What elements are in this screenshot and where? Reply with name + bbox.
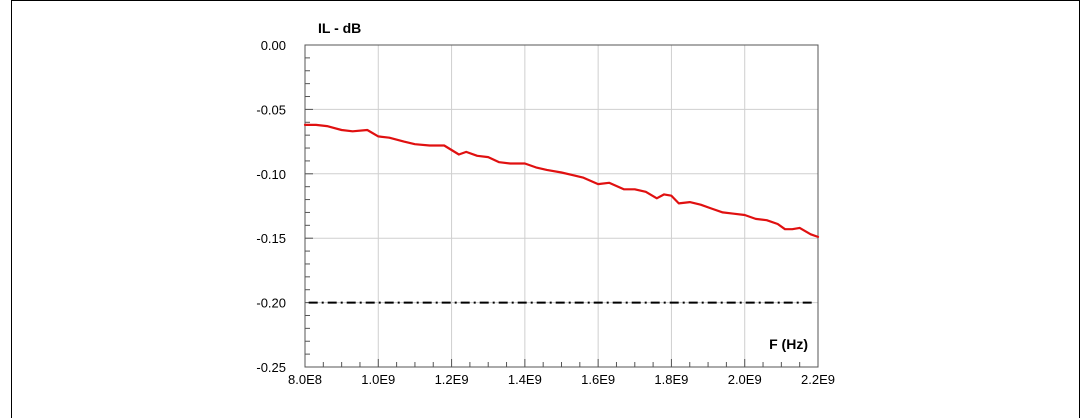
plot-area bbox=[304, 44, 819, 368]
x-tick-label: 1.8E9 bbox=[654, 372, 688, 387]
y-tick-label: -0.10 bbox=[256, 167, 286, 182]
y-tick-label: -0.05 bbox=[256, 102, 286, 117]
grid-lines bbox=[304, 44, 819, 368]
y-axis-title: IL - dB bbox=[318, 20, 361, 36]
y-tick-labels: 0.00 -0.05 -0.10 -0.15 -0.20 -0.25 bbox=[256, 38, 286, 375]
y-tick-label: 0.00 bbox=[261, 38, 286, 53]
x-tick-label: 1.2E9 bbox=[435, 372, 469, 387]
minor-ticks bbox=[304, 44, 819, 368]
x-tick-label: 1.4E9 bbox=[508, 372, 542, 387]
x-tick-labels: 8.0E8 1.0E9 1.2E9 1.4E9 1.6E9 1.8E9 2.0E9 2.2E9 bbox=[288, 372, 835, 387]
x-axis-title: F (Hz) bbox=[769, 336, 808, 352]
y-tick-label: -0.20 bbox=[256, 296, 286, 311]
x-tick-label: 1.0E9 bbox=[361, 372, 395, 387]
x-tick-label: 8.0E8 bbox=[288, 372, 322, 387]
x-tick-label: 2.0E9 bbox=[728, 372, 762, 387]
insertion-loss-series bbox=[303, 123, 820, 238]
series-layer bbox=[303, 123, 820, 304]
y-tick-label: -0.15 bbox=[256, 231, 286, 246]
x-tick-label: 1.6E9 bbox=[581, 372, 615, 387]
x-tick-label: 2.2E9 bbox=[801, 372, 835, 387]
y-tick-label: -0.25 bbox=[256, 360, 286, 375]
